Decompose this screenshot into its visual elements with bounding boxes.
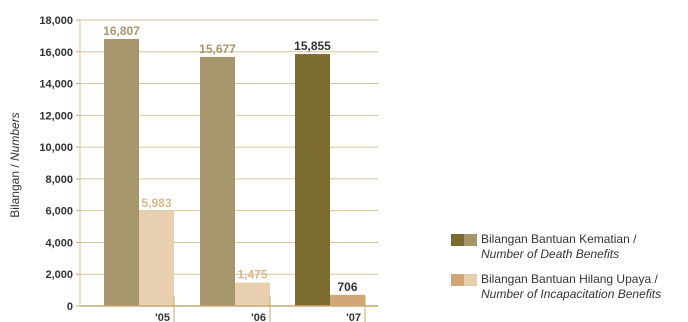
x-tick-label: '07 [346, 312, 361, 322]
legend-item-incapacitation-benefits: Bilangan Bantuan Hilang Upaya / Number o… [451, 272, 688, 304]
swatch-incap-current [451, 274, 464, 286]
x-tick-label: '05 [155, 312, 170, 322]
legend-swatch-death [451, 234, 477, 246]
data-label: 15,677 [199, 42, 236, 56]
swatch-incap-past [464, 274, 477, 286]
y-tick-label: 12,000 [39, 110, 73, 122]
y-tick-label: 2,000 [45, 269, 73, 281]
legend-label-incap-line1: Bilangan Bantuan Hilang Upaya / [481, 272, 658, 286]
data-label: 706 [337, 280, 357, 294]
y-axis-label: Bilangan / Numbers [8, 112, 22, 217]
bar-incapacitation-benefits [139, 210, 174, 306]
bars [104, 38, 365, 307]
y-tick-label: 8,000 [45, 174, 73, 186]
y-axis-label-main: Bilangan / [8, 161, 22, 218]
bar-death-benefits [295, 54, 330, 306]
swatch-death-current [451, 234, 464, 246]
y-tick-label: 10,000 [39, 142, 73, 154]
y-tick-label: 16,000 [39, 47, 73, 59]
data-labels: 16,807 5,983 15,677 1,475 15,855 706 [103, 24, 358, 294]
y-tick-label: 4,000 [45, 237, 73, 249]
bar-incapacitation-benefits [235, 282, 270, 306]
bar-incapacitation-benefits [330, 294, 365, 306]
y-axis-ticks: 0 2,000 4,000 6,000 8,000 10,000 12,000 14,000 1… [39, 15, 80, 313]
bar-death-benefits [104, 38, 139, 306]
legend-label-death-line2: Number of Death Benefits [481, 247, 620, 261]
x-tick-label: '06 [251, 312, 266, 322]
legend-label-incapacitation: Bilangan Bantuan Hilang Upaya / Number o… [481, 272, 661, 302]
legend: Bilangan Bantuan Kematian / Number of De… [451, 232, 688, 312]
swatch-death-past [464, 234, 477, 246]
y-tick-label: 6,000 [45, 206, 73, 218]
data-label: 15,855 [294, 39, 331, 53]
data-label: 1,475 [237, 268, 267, 282]
data-label: 5,983 [141, 196, 171, 210]
x-axis: '05 '06 '07 [79, 20, 378, 322]
y-axis-label-italic: Numbers [8, 112, 22, 161]
y-tick-label: 18,000 [39, 15, 73, 27]
legend-label-incap-line2: Number of Incapacitation Benefits [481, 287, 662, 301]
bar-death-benefits [200, 56, 235, 307]
legend-label-death: Bilangan Bantuan Kematian / Number of De… [481, 232, 636, 262]
legend-label-death-line1: Bilangan Bantuan Kematian / [481, 232, 637, 246]
legend-item-death-benefits: Bilangan Bantuan Kematian / Number of De… [451, 232, 688, 264]
y-tick-label: 0 [67, 301, 73, 313]
data-label: 16,807 [103, 24, 140, 38]
legend-swatch-incapacitation [451, 274, 477, 286]
y-tick-label: 14,000 [39, 79, 73, 91]
